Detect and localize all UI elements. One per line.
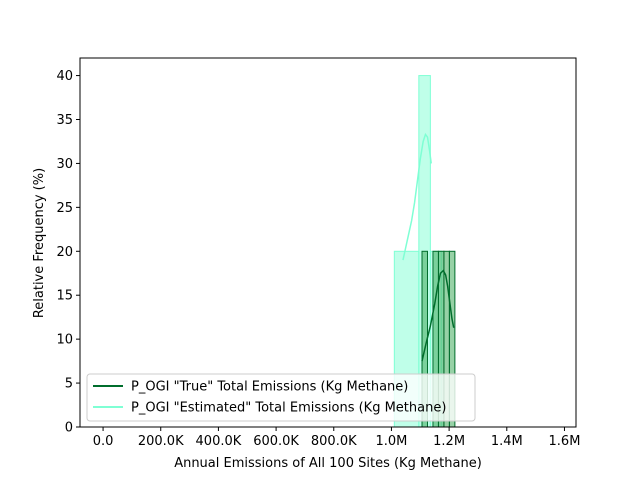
x-tick-label-8: 1.6M xyxy=(549,434,581,449)
y-tick-label-5: 25 xyxy=(56,201,73,216)
y-axis-label: Relative Frequency (%) xyxy=(32,168,47,318)
kde-line-series-0 xyxy=(421,269,455,362)
y-tick-label-2: 10 xyxy=(56,333,73,348)
y-tick-label-0: 0 xyxy=(65,421,73,436)
x-axis-label: Annual Emissions of All 100 Sites (Kg Me… xyxy=(174,456,482,471)
legend-label-0: P_OGI "True" Total Emissions (Kg Methane… xyxy=(131,380,408,395)
y-tick-label-1: 5 xyxy=(65,377,73,392)
x-tick-label-5: 1.0M xyxy=(375,434,407,449)
x-tick-label-0: 0.0 xyxy=(93,434,114,449)
axes: 0.0 200.0K 400.0K 600.0K 800.0K 1.0M 1.2M 1.4M 1… xyxy=(56,57,581,449)
plot-frame xyxy=(79,57,577,428)
y-tick-label-8: 40 xyxy=(56,69,73,84)
x-tick-label-1: 200.0K xyxy=(138,434,184,449)
y-tick-label-7: 35 xyxy=(56,113,73,128)
x-tick-label-4: 800.0K xyxy=(311,434,357,449)
y-tick-label-3: 15 xyxy=(56,289,73,304)
legend-label-1: P_OGI "Estimated" Total Emissions (Kg Me… xyxy=(131,401,446,416)
x-tick-label-3: 600.0K xyxy=(253,434,299,449)
kde-line-series-1 xyxy=(402,132,432,261)
legend-box xyxy=(86,373,476,422)
x-tick-label-7: 1.4M xyxy=(491,434,523,449)
x-tick-label-2: 400.0K xyxy=(196,434,242,449)
x-tick-label-6: 1.2M xyxy=(433,434,465,449)
legend: P_OGI "True" Total Emissions (Kg Methane… xyxy=(86,373,476,422)
y-tick-label-6: 30 xyxy=(56,157,73,172)
y-tick-label-4: 20 xyxy=(56,245,73,260)
